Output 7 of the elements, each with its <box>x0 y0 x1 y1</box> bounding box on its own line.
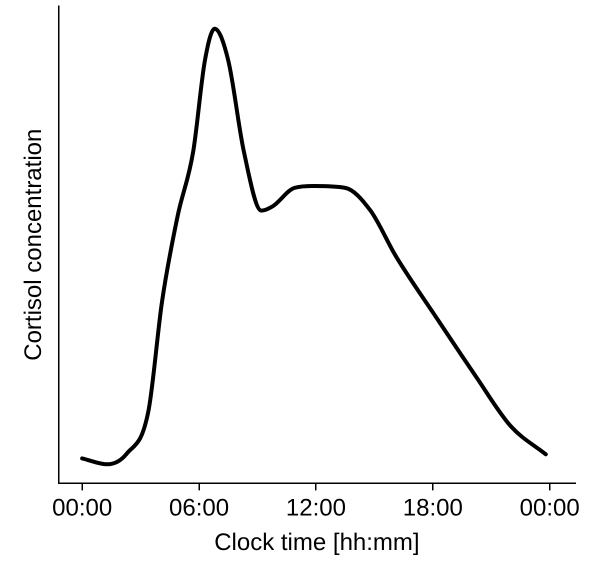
x-tick-label: 00:00 <box>520 494 580 522</box>
x-tick-label: 06:00 <box>169 494 230 522</box>
x-tick-label: 12:00 <box>286 494 346 522</box>
y-axis-title: Cortisol concentration <box>20 128 48 361</box>
x-axis-title: Clock time [hh:mm] <box>214 529 420 556</box>
x-tick-label: 18:00 <box>402 494 463 522</box>
x-tick-label: 00:00 <box>52 494 112 522</box>
